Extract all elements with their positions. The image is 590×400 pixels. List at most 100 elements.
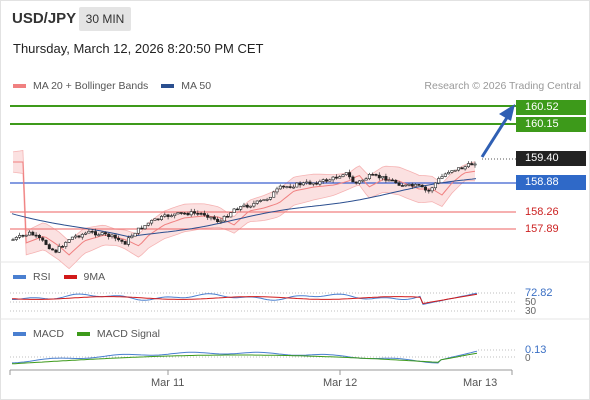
candle-body <box>450 170 454 173</box>
candle-body <box>414 184 418 187</box>
candle-body <box>255 200 259 204</box>
macd-signal-legend-label: MACD Signal <box>96 328 160 340</box>
candle-body <box>262 199 266 202</box>
macd-signal-line <box>11 352 478 365</box>
research-credit: Research © 2026 Trading Central <box>424 80 581 92</box>
candle-body <box>344 172 348 176</box>
support-2-tag: 157.89 <box>525 223 559 235</box>
candle-body <box>315 182 319 185</box>
candle-body <box>44 239 48 245</box>
candle-body <box>113 234 117 239</box>
candle-body <box>74 235 78 238</box>
candle-body <box>37 234 41 239</box>
candle-body <box>301 182 305 186</box>
timeframe-button[interactable]: 30 MIN <box>79 7 131 31</box>
candle-body <box>140 227 144 230</box>
candle-body <box>242 204 246 207</box>
candle-body <box>324 179 328 182</box>
candle-body <box>90 230 94 233</box>
candle-body <box>466 163 470 168</box>
bollinger-band <box>13 150 475 269</box>
rsi-swatch <box>13 275 26 279</box>
candle-body <box>143 225 147 230</box>
candle-body <box>384 176 388 181</box>
candle-body <box>27 231 31 236</box>
main-legend: MA 20 + Bollinger Bands MA 50 <box>13 80 211 92</box>
candle-body <box>41 237 45 241</box>
candle-body <box>265 198 269 201</box>
candle-body <box>186 212 190 216</box>
candle-body <box>357 180 361 184</box>
candle-body <box>18 235 22 238</box>
candle-body <box>348 172 352 178</box>
candle-body <box>427 189 431 192</box>
ma50-legend-label: MA 50 <box>181 80 212 92</box>
candle-body <box>285 186 289 188</box>
rsi-ma-legend-label: 9MA <box>83 271 106 283</box>
candle-body <box>282 185 286 188</box>
candle-body <box>377 174 381 179</box>
candle-body <box>239 206 243 210</box>
candle-body <box>288 186 292 188</box>
candle-body <box>268 196 272 200</box>
candle-body <box>206 214 210 218</box>
candle-body <box>130 235 134 239</box>
candle-body <box>291 186 295 189</box>
last-price-tag: 159.40 <box>516 151 586 166</box>
candle-body <box>100 232 104 236</box>
rsi-line <box>12 292 478 305</box>
candle-body <box>232 208 236 213</box>
candle-body <box>97 234 101 237</box>
candle-body <box>308 181 312 185</box>
candle-body <box>11 239 15 241</box>
candle-body <box>31 231 35 236</box>
candle-body <box>318 181 322 185</box>
candle-body <box>460 167 464 170</box>
candle-body <box>249 205 253 208</box>
ma50-line <box>11 178 477 238</box>
candle-body <box>57 246 61 253</box>
candle-body <box>235 208 239 211</box>
candle-body <box>275 188 279 193</box>
candle-body <box>176 212 180 215</box>
candle-body <box>47 244 51 250</box>
candle-body <box>430 187 434 192</box>
candle-body <box>473 163 477 166</box>
candle-body <box>123 241 127 245</box>
candle-body <box>334 176 338 179</box>
candle-body <box>212 216 216 220</box>
candle-body <box>272 191 276 198</box>
forecast-arrow-head <box>499 104 515 121</box>
ma50-swatch <box>161 84 175 88</box>
candle-body <box>34 234 38 237</box>
candle-body <box>160 216 164 220</box>
candle-body <box>103 232 107 235</box>
candle-body <box>278 185 282 190</box>
candle-body <box>443 173 447 177</box>
candle-body <box>295 182 299 188</box>
candle-body <box>87 230 91 234</box>
candle-body <box>374 174 378 176</box>
candle-body <box>397 182 401 186</box>
candle-body <box>60 246 64 248</box>
candle-body <box>110 234 114 237</box>
macd-legend-label: MACD <box>33 328 64 340</box>
candle-body <box>189 211 193 216</box>
candle-body <box>21 235 25 237</box>
candle-body <box>404 184 408 187</box>
candle-body <box>437 178 441 184</box>
rsi-legend-label: RSI <box>33 271 51 283</box>
candle-body <box>440 176 444 179</box>
candle-body <box>219 220 223 223</box>
candle-body <box>433 182 437 189</box>
candle-body <box>183 212 187 215</box>
candle-body <box>331 176 335 181</box>
ma20-legend-label: MA 20 + Bollinger Bands <box>33 80 149 92</box>
candle-body <box>311 182 315 185</box>
x-axis-label-mar13: Mar 13 <box>463 377 498 389</box>
forecast-arrow-line <box>480 115 510 158</box>
candle-body <box>351 176 355 183</box>
candle-body <box>94 231 98 236</box>
timestamp: Thursday, March 12, 2026 8:20:50 PM CET <box>13 41 264 56</box>
